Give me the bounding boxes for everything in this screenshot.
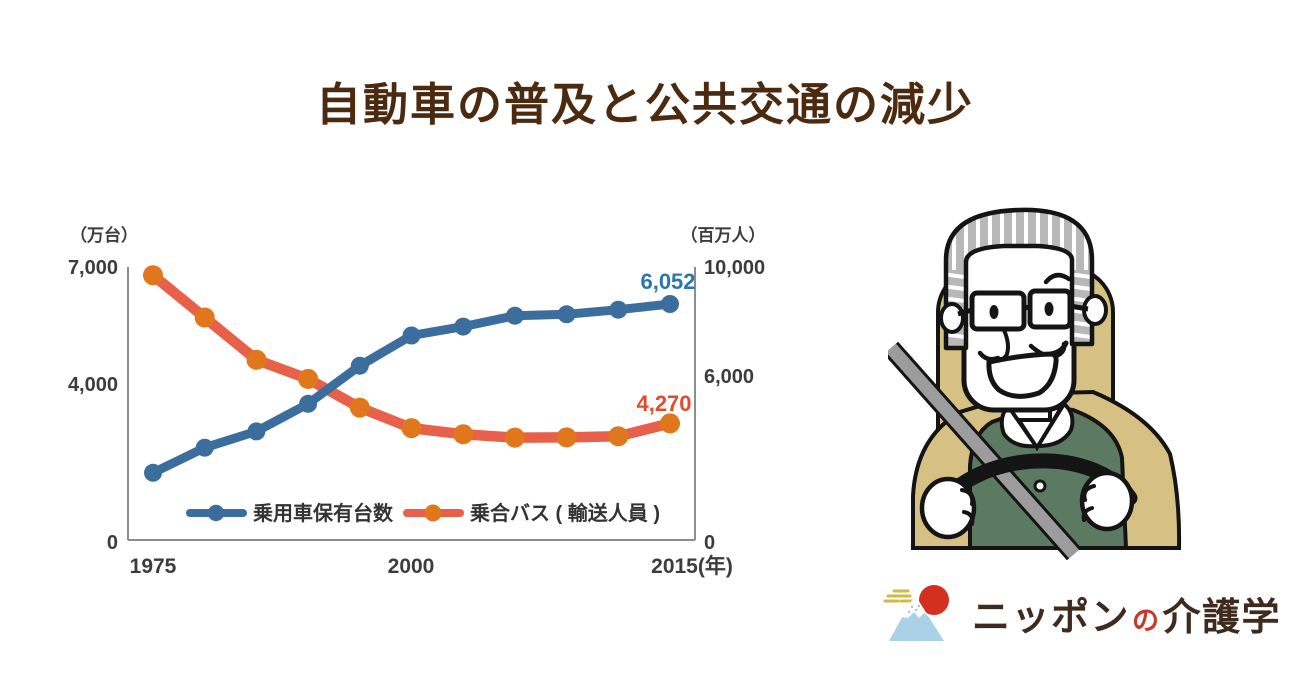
left-tick-7000: 7,000 xyxy=(68,257,118,279)
left-tick-4000: 4,000 xyxy=(68,374,118,396)
x-tick-2015: 2015(年) xyxy=(651,554,733,578)
smile-corner xyxy=(1048,340,1069,357)
data-point xyxy=(194,307,215,328)
legend-bus-label: 乗合バス ( 輸送人員 ) xyxy=(470,501,660,525)
glasses-bridge xyxy=(957,303,1089,317)
right-tick-10000: 10,000 xyxy=(704,257,765,279)
data-point xyxy=(299,394,318,413)
logo-text-nippon: ニッポン xyxy=(972,596,1131,639)
data-point xyxy=(246,349,267,370)
data-point xyxy=(505,306,524,325)
data-point xyxy=(504,427,525,448)
bus-dots xyxy=(143,265,680,448)
data-point xyxy=(453,424,474,445)
sun xyxy=(919,585,949,615)
fuji-sun-logo-icon xyxy=(883,585,949,641)
data-point xyxy=(350,356,369,375)
collar-left xyxy=(999,402,1040,449)
left-tick-0: 0 xyxy=(107,532,118,554)
hair-outline xyxy=(943,207,1095,351)
button xyxy=(1033,479,1047,493)
eyebrow xyxy=(1043,272,1072,285)
data-point xyxy=(298,368,319,389)
data-point xyxy=(454,317,473,336)
right-tick-0: 0 xyxy=(704,532,715,554)
hand-right xyxy=(1079,470,1135,532)
hair xyxy=(946,209,1092,348)
data-point xyxy=(556,427,577,448)
data-point xyxy=(349,397,370,418)
data-point xyxy=(608,426,629,447)
logo-text-no: の xyxy=(1132,605,1161,636)
legend-cars-dot xyxy=(207,504,225,522)
data-point xyxy=(402,326,421,345)
seatbelt xyxy=(888,343,1079,559)
data-point xyxy=(609,300,628,319)
cars-end-value-label: 6,052 xyxy=(640,269,695,294)
cars-dots xyxy=(144,295,679,482)
hand-left xyxy=(919,476,977,540)
collar-right xyxy=(1034,400,1075,449)
cloud-lines xyxy=(883,589,914,603)
data-point xyxy=(557,305,576,324)
mouth xyxy=(986,351,1059,399)
series-cars xyxy=(144,295,679,482)
legend-cars-label: 乗用車保有台数 xyxy=(253,501,394,525)
logo-text-kaigogaku: 介護学 xyxy=(1162,596,1282,639)
bus-line xyxy=(147,269,676,443)
left-axis-caption: （万台） xyxy=(70,225,138,245)
x-tick-1975: 1975 xyxy=(130,555,177,578)
series-bus xyxy=(143,265,680,448)
line-chart: （万台） （百万人） 7,000 4,000 0 10,000 6,000 0 … xyxy=(68,225,766,578)
driver-illustration xyxy=(888,207,1182,561)
ear-left xyxy=(939,302,965,334)
page-title: 自動車の普及と公共交通の減少 xyxy=(315,79,974,130)
data-point xyxy=(661,295,679,313)
snow-cap xyxy=(902,599,929,618)
x-tick-2000: 2000 xyxy=(388,555,435,578)
data-point xyxy=(195,438,214,457)
mount-fuji xyxy=(889,599,944,641)
legend: 乗用車保有台数 乗合バス ( 輸送人員 ) xyxy=(186,501,660,525)
bus-end-value-label: 4,270 xyxy=(636,391,691,416)
data-point xyxy=(143,265,163,286)
legend-bus-dot xyxy=(424,504,442,522)
right-axis-caption: （百万人） xyxy=(681,225,766,245)
eye-left xyxy=(989,305,999,319)
data-point xyxy=(401,418,422,439)
data-point xyxy=(144,463,162,482)
snow-dots xyxy=(907,604,921,614)
data-point xyxy=(660,413,680,434)
logo-text: ニッポン の 介護学 xyxy=(972,586,1281,641)
site-logo: ニッポン の 介護学 xyxy=(882,583,1281,643)
data-point xyxy=(247,422,266,441)
eye-right xyxy=(1044,302,1054,316)
right-tick-6000: 6,000 xyxy=(704,366,754,388)
